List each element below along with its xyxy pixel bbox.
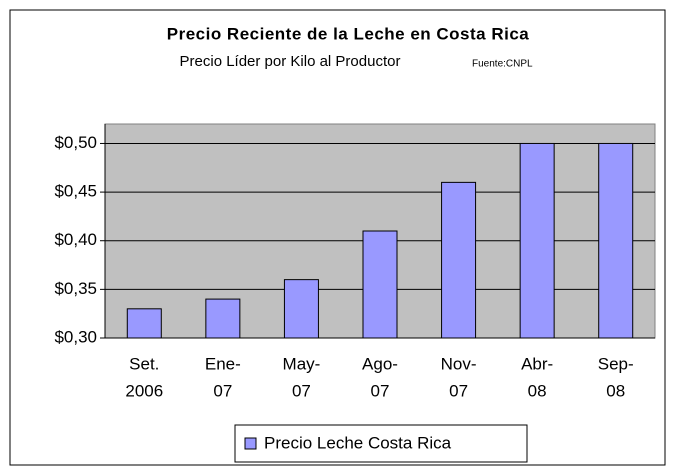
y-tick-label: $0,35: [54, 279, 97, 298]
bar: [283, 279, 319, 339]
bar: [441, 181, 477, 339]
y-tick-label: $0,45: [54, 182, 97, 201]
bar: [205, 298, 241, 339]
legend-label: Precio Leche Costa Rica: [264, 433, 452, 452]
bar: [598, 142, 634, 339]
x-tick-label: 2006: [125, 381, 163, 400]
x-tick-label: 07: [292, 381, 311, 400]
x-tick-label: Abr-: [521, 354, 553, 373]
x-tick-label: 08: [528, 381, 547, 400]
y-tick-label: $0,50: [54, 133, 97, 152]
x-tick-label: Ago-: [362, 354, 398, 373]
chart-subtitle: Precio Líder por Kilo al Productor: [180, 53, 401, 70]
y-tick-label: $0,30: [54, 327, 97, 346]
bar: [126, 308, 162, 339]
source-note: Fuente:CNPL: [472, 59, 533, 70]
bar: [362, 230, 398, 339]
legend-swatch: [244, 437, 257, 450]
bar: [519, 142, 555, 339]
x-tick-label: 07: [371, 381, 390, 400]
y-tick-label: $0,40: [54, 230, 97, 249]
x-tick-label: Nov-: [441, 354, 477, 373]
x-tick-label: Set.: [129, 354, 159, 373]
x-tick-label: 08: [606, 381, 625, 400]
x-tick-label: 07: [449, 381, 468, 400]
x-tick-label: 07: [213, 381, 232, 400]
x-tick-label: May-: [283, 354, 321, 373]
legend-box: [234, 424, 528, 463]
x-tick-label: Ene-: [205, 354, 241, 373]
chart-title: Precio Reciente de la Leche en Costa Ric…: [167, 24, 530, 43]
x-tick-label: Sep-: [598, 354, 634, 373]
